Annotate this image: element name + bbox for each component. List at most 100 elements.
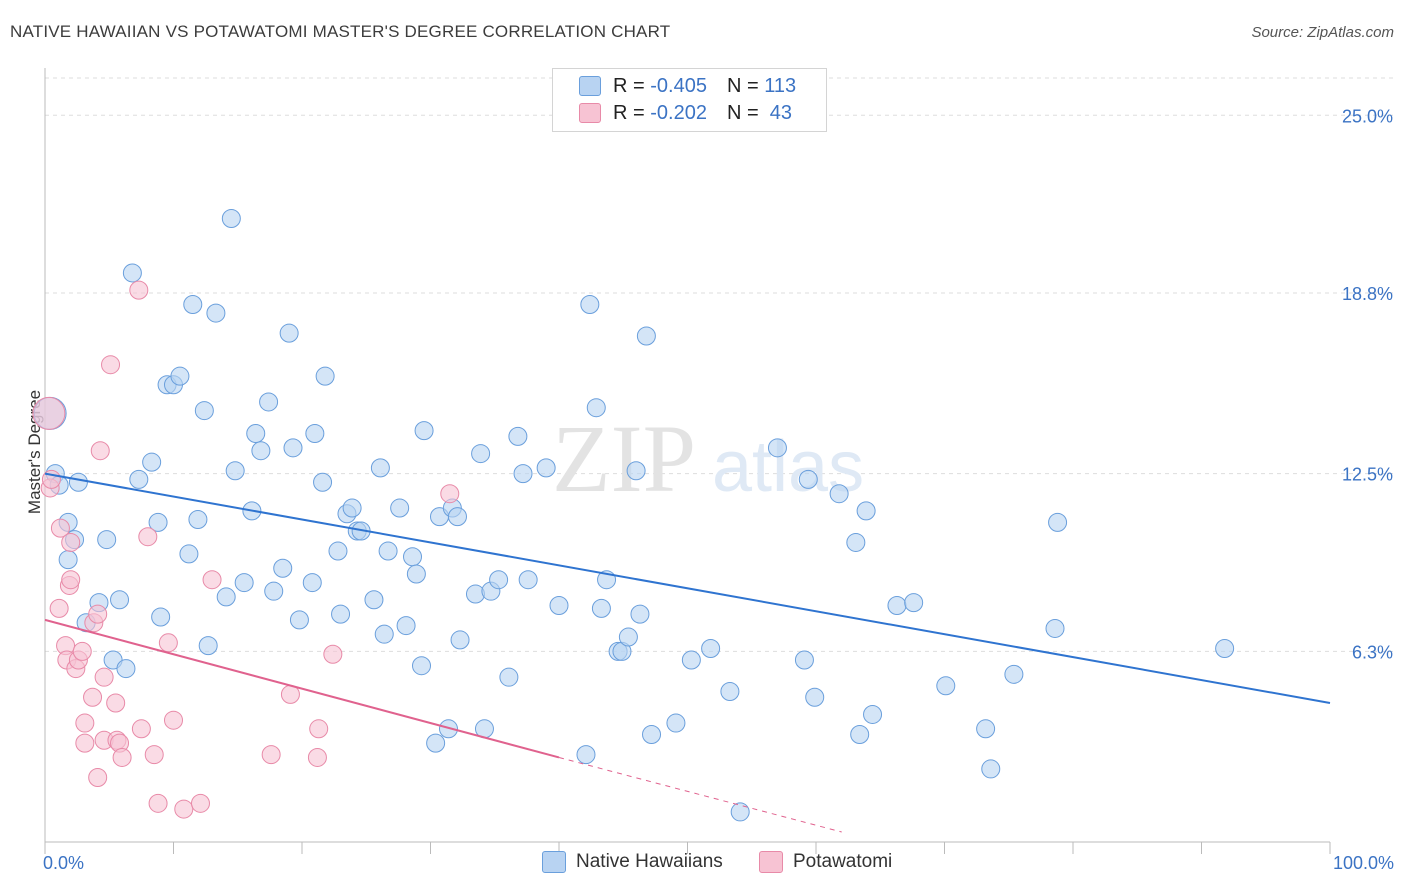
data-point [49,598,69,618]
data-point [110,590,130,610]
data-point [976,719,996,739]
data-point [426,733,446,753]
data-point [390,498,410,518]
trend-line-potawatomi-extension [558,756,842,833]
data-point [396,616,416,636]
data-point [75,733,95,753]
data-point [302,573,322,593]
data-point [164,710,183,730]
legend-r-label: R = [613,101,645,124]
x-tick-label: 100.0% [1333,853,1394,873]
data-point [508,426,528,446]
data-point [122,263,142,283]
data-point [148,793,168,813]
data-point [591,598,611,618]
data-point [856,501,876,521]
data-point [447,507,467,527]
data-point [129,469,149,489]
data-point [246,423,266,443]
legend-swatch-pink [579,103,601,123]
data-point [805,687,825,707]
data-point [794,650,814,670]
data-point [499,667,519,687]
data-point [536,458,556,478]
data-point [88,604,108,624]
data-point [465,584,485,604]
data-point [626,461,646,481]
bottom-legend-label: Potawatomi [793,851,893,872]
data-point [131,719,151,739]
data-point [666,713,686,733]
series-native-hawaiians [33,208,1235,822]
data-point [188,510,208,530]
data-point [116,659,136,679]
data-point [307,747,327,767]
tick-labels: 6.3% 12.5% 18.8% 25.0% 0.0% 100.0% [43,106,1394,873]
data-point [61,570,81,590]
data-point [75,713,95,733]
data-point [151,607,171,627]
legend-n-label: N = [726,101,759,124]
data-point [179,544,199,564]
data-point [730,802,750,822]
legend-row-native-hawaiians: R = -0.405 N = 113 [579,73,796,99]
data-point [887,596,907,616]
bottom-legend-native-hawaiians: Native Hawaiians [542,851,723,873]
watermark-zip: ZIP [552,405,696,512]
data-point [251,441,271,461]
x-tick-label: 0.0% [43,853,84,873]
data-point [1004,664,1024,684]
data-point [129,280,149,300]
data-point [1215,639,1235,659]
data-point [630,604,650,624]
data-point [586,398,606,418]
data-point [414,421,434,441]
legend-n-label: N = [726,74,759,97]
data-point [190,793,210,813]
data-point [450,630,470,650]
data-point [1048,512,1068,532]
data-point [194,401,214,421]
data-point [489,570,509,590]
chart-source: Source: ZipAtlas.com [1251,24,1394,41]
data-point [68,472,88,492]
y-tick-label: 6.3% [1352,642,1393,662]
data-point [158,633,178,653]
data-point [471,444,491,464]
grid-lines [45,77,1395,652]
data-point [264,581,284,601]
watermark: ZIP atlas [552,405,864,512]
y-tick-label: 25.0% [1342,106,1393,126]
legend-swatch-blue [579,76,601,96]
trend-line-potawatomi [44,618,560,759]
data-point [206,303,226,323]
bottom-legend-label: Native Hawaiians [576,851,723,872]
data-point [61,532,81,552]
legend-n-value: 113 [764,74,797,97]
data-point [313,472,333,492]
data-point [106,693,126,713]
data-point [936,676,956,696]
data-point [283,438,303,458]
data-point [618,627,638,647]
legend-row-potawatomi: R = -0.202 N = 43 [579,100,792,126]
trend-line-native-hawaiians [44,472,1331,704]
trend-lines [44,472,1331,833]
data-point [701,639,721,659]
data-point [846,532,866,552]
data-point [518,570,538,590]
data-point [309,719,329,739]
legend-r-value: -0.405 [650,74,707,97]
data-point [370,458,390,478]
data-point [225,461,245,481]
bottom-legend-potawatomi: Potawatomi [759,851,892,873]
data-point [328,541,348,561]
data-point [58,550,78,570]
data-point [403,547,423,567]
data-point [364,590,384,610]
data-point [90,441,110,461]
data-point [101,355,121,375]
data-point [202,570,222,590]
data-point [549,596,569,616]
